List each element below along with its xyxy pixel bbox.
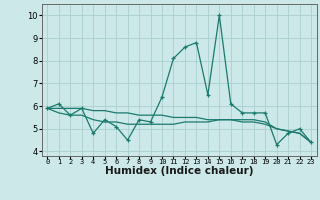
X-axis label: Humidex (Indice chaleur): Humidex (Indice chaleur) <box>105 166 253 176</box>
